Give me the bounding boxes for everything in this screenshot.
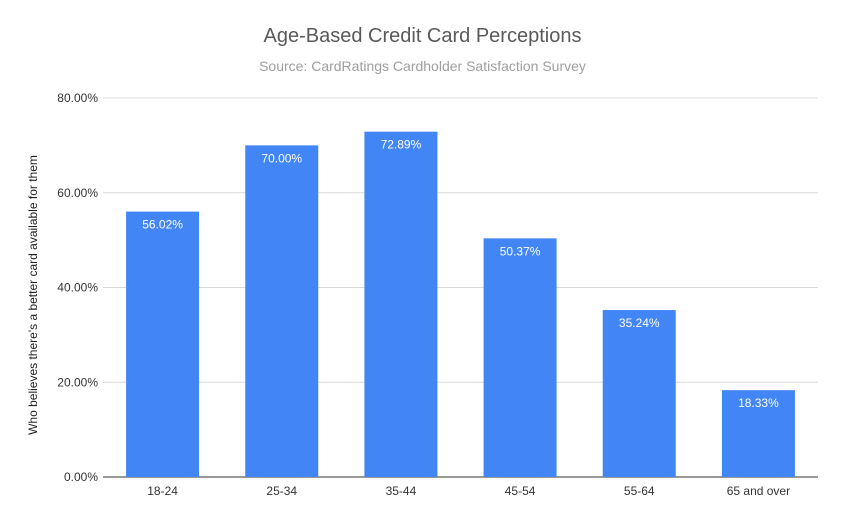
y-tick-label: 40.00% — [57, 281, 98, 295]
bar-18-24[interactable] — [126, 211, 200, 477]
chart-subtitle: Source: CardRatings Cardholder Satisfact… — [259, 58, 586, 74]
x-tick-label: 55-64 — [624, 484, 655, 498]
y-tick-label: 20.00% — [57, 375, 98, 389]
bar-25-34[interactable] — [245, 145, 319, 477]
y-tick-label: 60.00% — [57, 186, 98, 200]
labels-layer: 0.00% 20.00% 40.00% 60.00% 80.00% 56.02% 18-24… — [57, 91, 790, 498]
bars-layer — [126, 131, 795, 477]
bar-35-44[interactable] — [364, 131, 438, 477]
chart-title: Age-Based Credit Card Perceptions — [263, 25, 582, 47]
grid-layer — [103, 97, 818, 478]
y-tick-label: 0.00% — [64, 470, 98, 484]
bar-value-label: 50.37% — [500, 244, 541, 258]
bar-value-label: 70.00% — [261, 151, 302, 165]
x-tick-label: 65 and over — [727, 484, 790, 498]
bar-65-and-over[interactable] — [721, 390, 795, 477]
bar-value-label: 18.33% — [738, 396, 779, 410]
x-tick-label: 18-24 — [147, 484, 178, 498]
x-tick-label: 45-54 — [505, 484, 536, 498]
bar-value-label: 56.02% — [142, 218, 183, 232]
x-tick-label: 25-34 — [266, 484, 297, 498]
bar-value-label: 35.24% — [619, 316, 660, 330]
bar-45-54[interactable] — [483, 238, 557, 477]
y-tick-label: 80.00% — [57, 91, 98, 105]
bar-value-label: 72.89% — [381, 138, 422, 152]
bar-55-64[interactable] — [602, 310, 676, 477]
x-tick-label: 35-44 — [386, 484, 417, 498]
y-axis-title: Who believes there's a better card avail… — [26, 155, 40, 435]
